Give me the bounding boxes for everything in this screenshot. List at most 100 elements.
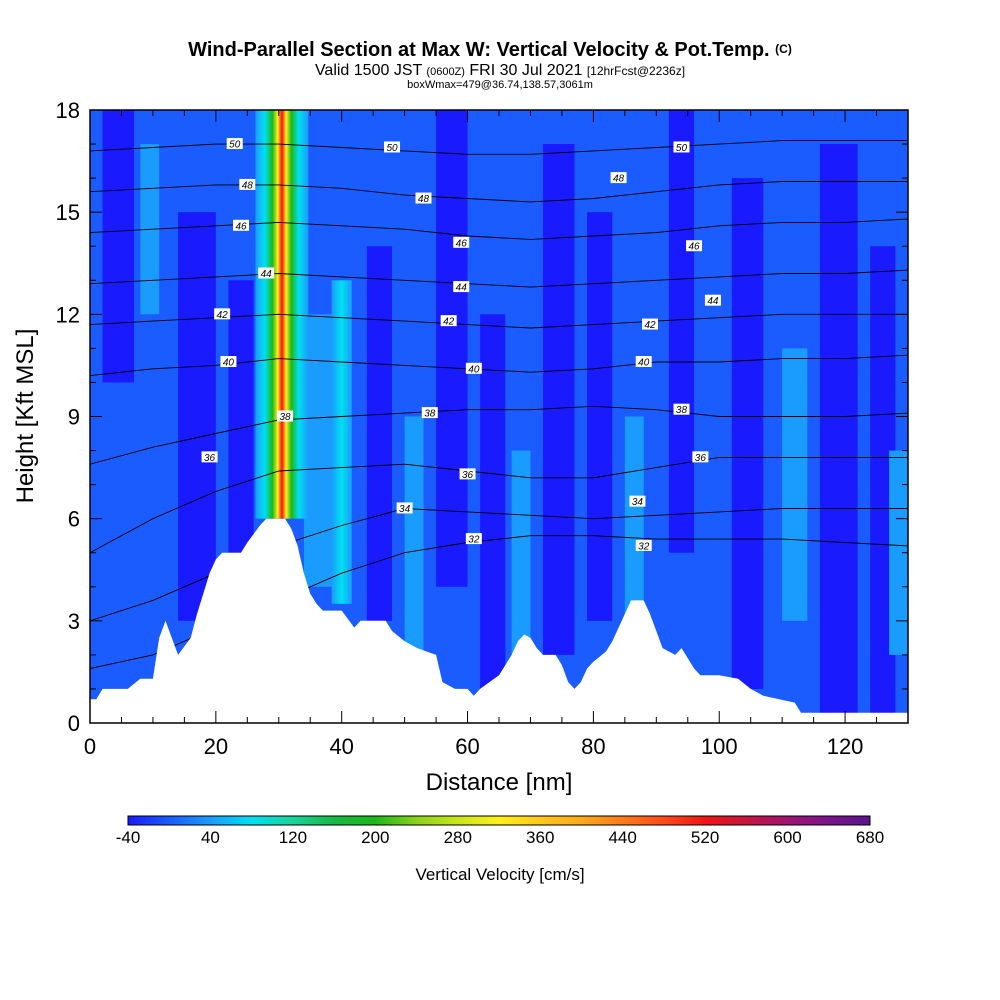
theta-label-text: 46 <box>688 242 700 253</box>
velocity-band <box>480 314 506 689</box>
theta-contour-44 <box>90 269 908 288</box>
colorbar-tick-label: -40 <box>116 828 141 847</box>
x-tick-label: 100 <box>701 734 738 759</box>
theta-label-text: 46 <box>456 238 468 249</box>
theta-label-36: 36 <box>201 451 218 464</box>
theta-label-text: 40 <box>223 358 235 369</box>
y-tick-label: 0 <box>68 711 80 736</box>
x-tick-label: 120 <box>827 734 864 759</box>
velocity-streaks <box>102 110 908 723</box>
theta-label-text: 40 <box>468 364 480 375</box>
theta-label-44: 44 <box>258 267 275 280</box>
colorbar-tick-label: 360 <box>526 828 554 847</box>
velocity-band <box>102 110 135 383</box>
theta-contour-46 <box>90 218 908 240</box>
forecast-info: [12hrFcst@2236z] <box>587 64 685 78</box>
theta-label-40: 40 <box>220 356 237 369</box>
y-tick-label: 3 <box>68 609 80 634</box>
theta-label-50: 50 <box>384 141 401 154</box>
velocity-band <box>543 144 575 655</box>
colorbar-tick-label: 120 <box>279 828 307 847</box>
plot-area: 50 48 46 44 42 40 38 36 50 48 46 44 42 40 38 36 34 32 50 48… <box>90 110 908 723</box>
velocity-band <box>436 110 468 587</box>
theta-label-text: 50 <box>676 143 688 154</box>
theta-label-42: 42 <box>214 308 231 321</box>
theta-label-text: 36 <box>462 470 474 481</box>
theta-label-text: 48 <box>242 180 254 191</box>
y-tick-label: 6 <box>68 507 80 532</box>
x-tick-label: 20 <box>204 734 228 759</box>
theta-label-text: 34 <box>632 497 644 508</box>
theta-label-46: 46 <box>233 219 250 232</box>
boxwmax-line: boxWmax=479@36.74,138.57,3061m <box>407 79 593 91</box>
theta-label-46: 46 <box>453 236 470 249</box>
theta-label-text: 40 <box>638 358 650 369</box>
theta-label-48: 48 <box>415 192 432 205</box>
theta-label-text: 32 <box>638 541 650 552</box>
colorbar: -40 40 120 200 280 360 440 520 600 680 Vertical V… <box>116 815 884 884</box>
colorbar-tick-label: 440 <box>608 828 636 847</box>
theta-label-38: 38 <box>673 403 690 416</box>
velocity-band <box>228 280 254 553</box>
x-tick-label: 60 <box>455 734 479 759</box>
theta-label-48: 48 <box>239 178 256 191</box>
theta-label-34: 34 <box>396 502 413 515</box>
theta-label-48: 48 <box>610 172 627 185</box>
theta-label-text: 38 <box>424 409 436 420</box>
theta-label-text: 42 <box>217 310 229 321</box>
velocity-band <box>819 144 858 723</box>
y-tick-label: 9 <box>68 405 80 430</box>
theta-label-text: 42 <box>443 317 455 328</box>
theta-contour-38 <box>90 405 908 465</box>
theta-label-text: 48 <box>613 174 625 185</box>
y-tick-label: 12 <box>56 302 80 327</box>
theta-label-text: 34 <box>399 504 411 515</box>
y-tick-label: 15 <box>56 200 80 225</box>
x-axis-title: Distance [nm] <box>426 769 573 796</box>
terrain <box>90 518 908 723</box>
theta-label-text: 46 <box>235 221 247 232</box>
y-tick-label: 18 <box>56 98 80 123</box>
theta-label-36: 36 <box>692 451 709 464</box>
secondary-updraft-core <box>331 280 352 604</box>
velocity-band <box>782 348 808 621</box>
theta-label-38: 38 <box>277 410 294 423</box>
velocity-band <box>624 416 644 621</box>
chart-title: Wind-Parallel Section at Max W: Vertical… <box>188 39 792 61</box>
theta-label-34: 34 <box>629 495 646 508</box>
colorbar-tick-label: 40 <box>201 828 220 847</box>
velocity-band <box>587 212 613 621</box>
velocity-band <box>511 450 531 655</box>
theta-label-36: 36 <box>459 468 476 481</box>
colorbar-tick-label: 280 <box>444 828 472 847</box>
theta-label-42: 42 <box>642 318 659 331</box>
valid-time-utc: (0600Z) <box>426 66 465 78</box>
theta-label-text: 38 <box>279 412 291 423</box>
theta-label-text: 42 <box>644 320 656 331</box>
theta-label-40: 40 <box>465 362 482 375</box>
theta-label-text: 48 <box>418 194 430 205</box>
y-axis-title: Height [Kft MSL] <box>12 329 39 504</box>
theta-label-40: 40 <box>635 356 652 369</box>
updraft-cores <box>255 110 352 604</box>
x-axis: 0 20 40 60 80 100 120 <box>84 110 909 759</box>
theta-contour-labels: 50 48 46 44 42 40 38 36 50 48 46 44 42 40 38 36 34 32 50 48… <box>201 138 721 552</box>
valid-time-line: Valid 1500 JST (0600Z) FRI 30 Jul 2021 [… <box>315 62 685 79</box>
theta-label-44: 44 <box>704 294 721 307</box>
x-tick-label: 40 <box>329 734 353 759</box>
velocity-band <box>366 246 393 621</box>
theta-contour-50 <box>90 140 908 155</box>
valid-date: FRI 30 Jul 2021 <box>469 62 582 79</box>
theta-label-42: 42 <box>440 315 457 328</box>
theta-label-38: 38 <box>421 407 438 420</box>
theta-label-50: 50 <box>226 138 243 151</box>
colorbar-ramp <box>127 815 871 826</box>
theta-label-text: 36 <box>695 453 707 464</box>
colorbar-tick-label: 520 <box>691 828 719 847</box>
theta-label-text: 44 <box>456 283 468 294</box>
colorbar-title: Vertical Velocity [cm/s] <box>415 865 584 884</box>
velocity-band <box>731 178 764 689</box>
valid-time: Valid 1500 JST <box>315 62 423 79</box>
theta-label-text: 50 <box>229 140 241 151</box>
